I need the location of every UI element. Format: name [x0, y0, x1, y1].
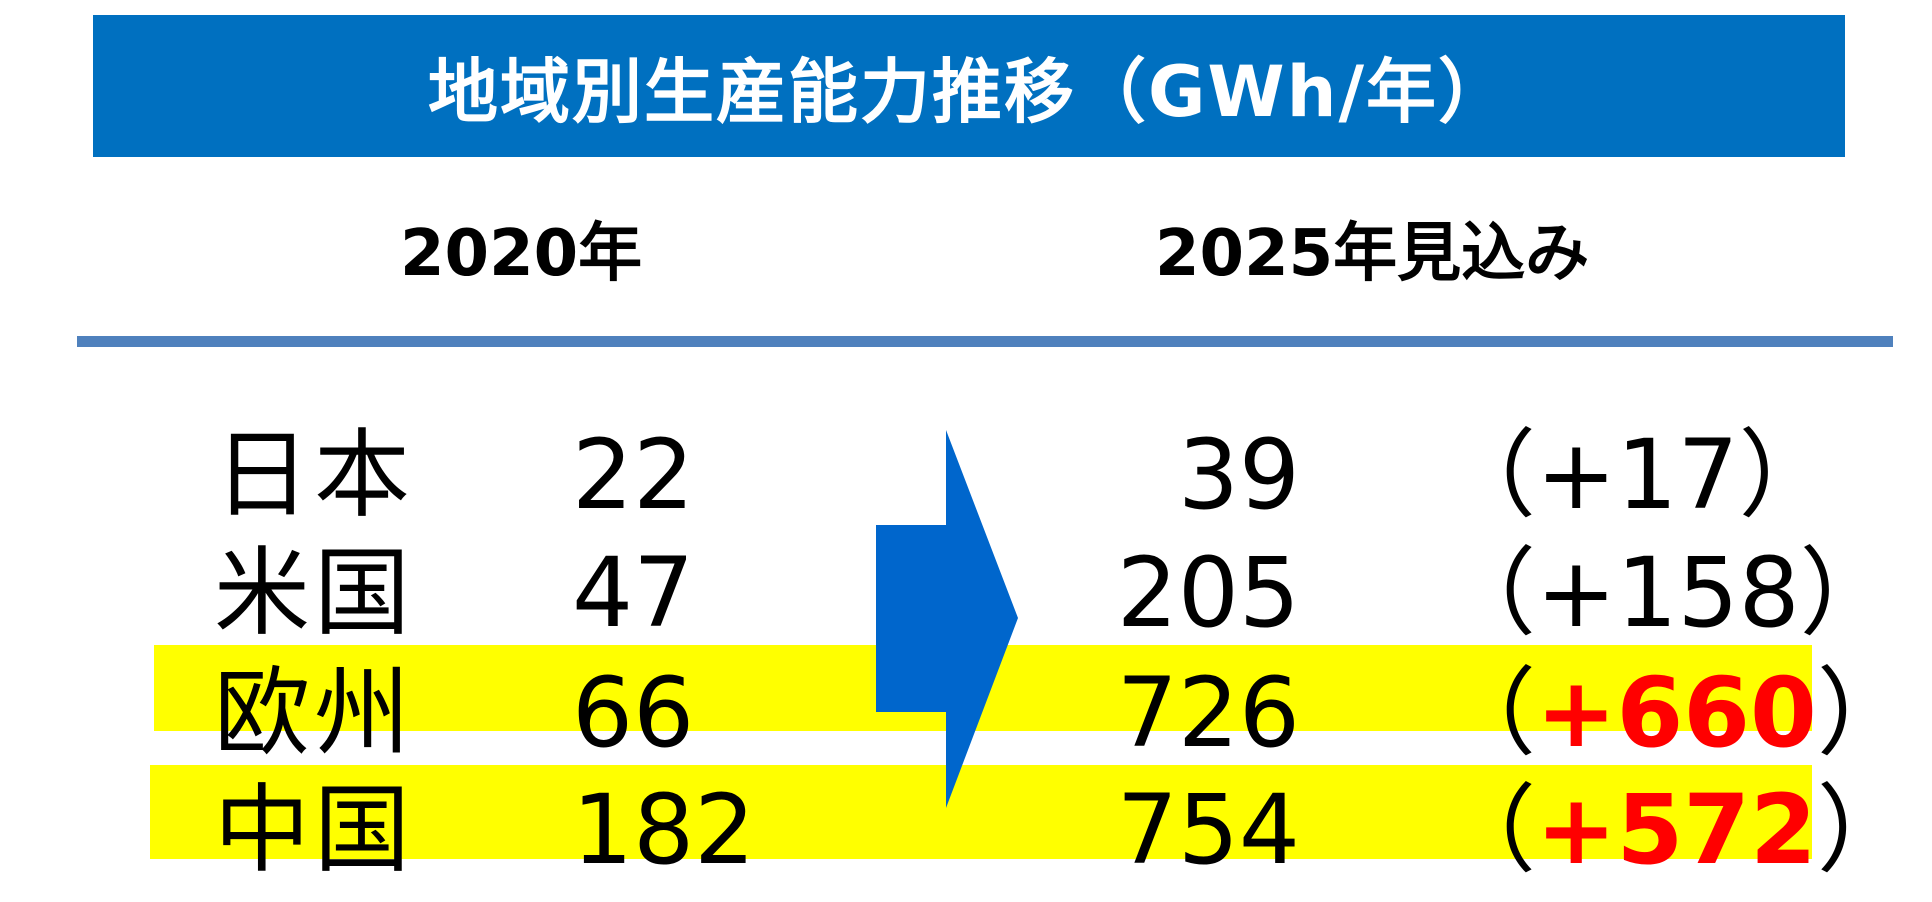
right-arrow-icon: [876, 430, 1018, 808]
change-amount: +17: [1536, 419, 1739, 531]
region-label: 欧州: [214, 657, 414, 769]
value-2025: 205: [1116, 537, 1300, 649]
table-row: 中国 182 754 （+572）: [0, 782, 1932, 902]
region-label: 米国: [214, 537, 414, 649]
change-amount: +572: [1536, 774, 1817, 886]
region-label: 中国: [214, 774, 414, 886]
value-2020: 47: [572, 537, 695, 649]
value-2025: 754: [1116, 774, 1300, 886]
change-amount: +158: [1536, 537, 1800, 649]
title-banner: 地域別生産能力推移（GWh/年）: [93, 15, 1845, 157]
change-amount: +660: [1536, 657, 1817, 769]
paren-close: ）: [1816, 774, 1913, 886]
paren-open: （: [1440, 537, 1536, 649]
paren-open: （: [1440, 419, 1536, 531]
paren-open: （: [1440, 657, 1536, 769]
value-2025: 726: [1116, 657, 1300, 769]
page-title: 地域別生産能力推移（GWh/年）: [427, 50, 1511, 133]
change-value: （+660）: [1440, 665, 1913, 761]
header-divider: [77, 336, 1893, 347]
value-2020: 182: [572, 774, 756, 886]
column-header-2025: 2025年見込み: [1155, 217, 1590, 291]
value-2020: 66: [572, 657, 695, 769]
paren-close: ）: [1816, 657, 1913, 769]
value-2025: 39: [1177, 419, 1300, 531]
change-value: （+572）: [1440, 782, 1913, 878]
table-row: 欧州 66 726 （+660）: [0, 665, 1932, 785]
row-highlight-china: [150, 765, 1812, 859]
paren-close: ）: [1799, 537, 1896, 649]
value-2020: 22: [572, 419, 695, 531]
table-row: 日本 22 39 （+17）: [0, 427, 1932, 547]
paren-open: （: [1440, 774, 1536, 886]
change-value: （+17）: [1440, 427, 1835, 523]
column-header-2020: 2020年: [400, 217, 643, 291]
paren-close: ）: [1738, 419, 1835, 531]
table-row: 米国 47 205 （+158）: [0, 545, 1932, 665]
change-value: （+158）: [1440, 545, 1896, 641]
region-label: 日本: [214, 419, 414, 531]
